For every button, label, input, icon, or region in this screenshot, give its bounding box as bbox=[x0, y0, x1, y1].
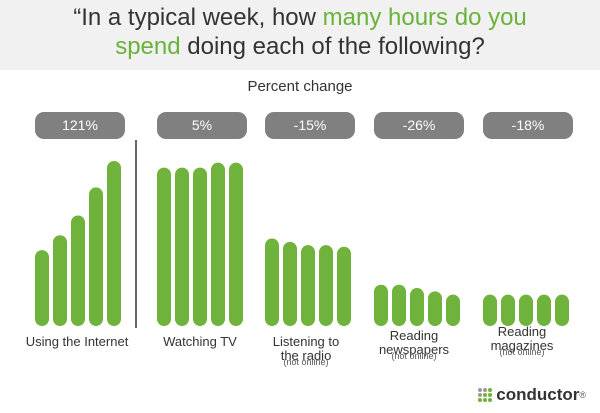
category-label-1: Using the Internet bbox=[25, 334, 129, 349]
bar-5-1 bbox=[483, 294, 497, 326]
bar-3-5 bbox=[337, 246, 351, 326]
change-badge-4: -26% bbox=[374, 112, 464, 139]
conductor-dots-icon bbox=[478, 388, 493, 402]
chart-subtitle: Percent change bbox=[247, 78, 353, 95]
category-label-5: Reading magazines bbox=[490, 324, 554, 353]
bar-3-2 bbox=[283, 241, 297, 326]
category-label-4: Reading newspapers bbox=[378, 328, 450, 357]
category-note-4: (not online) bbox=[391, 351, 437, 361]
question-line-2: spend doing each of the following? bbox=[115, 33, 485, 60]
bar-5-3 bbox=[519, 294, 533, 326]
category-label-3: Listening to the radio bbox=[272, 334, 340, 363]
bar-1-5 bbox=[107, 161, 121, 326]
bar-2-3 bbox=[193, 167, 207, 326]
bar-4-2 bbox=[392, 284, 406, 326]
bar-1-3 bbox=[71, 215, 85, 326]
category-label-2: Watching TV bbox=[163, 334, 237, 349]
bar-5-2 bbox=[501, 294, 515, 326]
category-note-5: (not online) bbox=[499, 347, 545, 357]
question-line-1: “In a typical week, how many hours do yo… bbox=[73, 4, 527, 31]
bar-4-4 bbox=[428, 291, 442, 326]
header-band bbox=[0, 0, 600, 70]
bar-5-4 bbox=[537, 294, 551, 326]
bar-2-4 bbox=[211, 162, 225, 326]
bar-1-4 bbox=[89, 187, 103, 326]
bar-5-5 bbox=[555, 294, 569, 326]
bar-2-1 bbox=[157, 167, 171, 326]
change-badge-5: -18% bbox=[483, 112, 573, 139]
bar-2-5 bbox=[229, 162, 243, 326]
conductor-logo: conductor ® bbox=[478, 385, 586, 405]
bar-2-2 bbox=[175, 167, 189, 326]
bar-4-3 bbox=[410, 288, 424, 326]
bar-3-1 bbox=[265, 238, 279, 326]
bar-3-4 bbox=[319, 245, 333, 326]
change-badge-1: 121% bbox=[35, 112, 125, 139]
change-badge-3: -15% bbox=[265, 112, 355, 139]
bar-4-1 bbox=[374, 284, 388, 326]
bar-1-1 bbox=[35, 250, 49, 326]
bar-1-2 bbox=[53, 235, 67, 326]
change-badge-2: 5% bbox=[157, 112, 247, 139]
bar-3-3 bbox=[301, 245, 315, 326]
bar-4-5 bbox=[446, 294, 460, 326]
category-note-3: (not online) bbox=[283, 357, 329, 367]
